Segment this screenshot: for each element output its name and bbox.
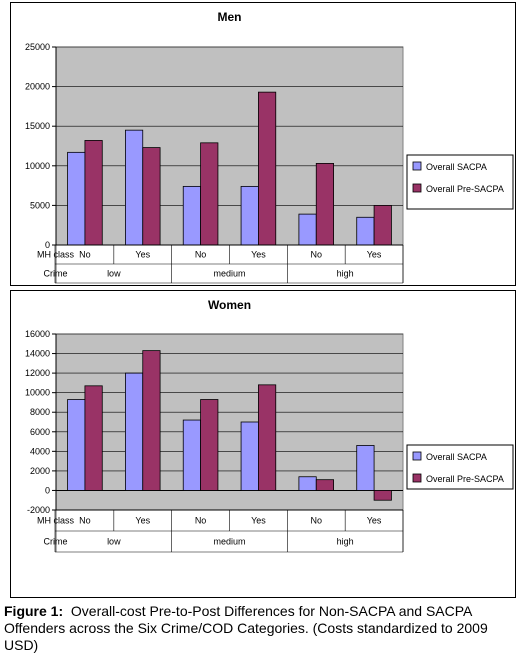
y-tick-label: 15000 [25, 121, 50, 131]
figure-caption: Figure 1: Overall-cost Pre-to-Post Diffe… [4, 603, 522, 654]
legend-swatch [412, 473, 422, 483]
bar [67, 399, 86, 491]
bar [200, 142, 219, 246]
x-tick-label: No [195, 250, 207, 260]
men-chart-panel: Men 0 5000 10000 15000 20000 25000 MH class Crim… [10, 2, 516, 286]
x-tick-label: No [79, 516, 91, 526]
group-label: high [337, 537, 354, 547]
women-chart-panel: Women -2000 0 2000 4000 6000 8000 10000 12000 140… [10, 290, 516, 598]
caption-label: Figure 1: [4, 603, 64, 619]
legend-box [406, 154, 514, 210]
y-tick-label: 25000 [25, 42, 50, 52]
category-row-label: MH class [37, 516, 75, 526]
y-tick-label: 16000 [25, 329, 50, 339]
bar [142, 147, 161, 246]
y-tick-label: 10000 [25, 161, 50, 171]
bar [182, 419, 201, 491]
y-tick-label: 4000 [30, 446, 50, 456]
x-tick-label: Yes [251, 250, 266, 260]
x-tick-label: No [310, 516, 322, 526]
chart-title: Women [208, 298, 251, 312]
bar [200, 399, 219, 491]
x-tick-label: No [79, 250, 91, 260]
group-label: medium [213, 269, 245, 279]
y-tick-label: 20000 [25, 82, 50, 92]
bar [298, 476, 317, 491]
x-tick-label: Yes [135, 516, 150, 526]
y-tick-label: 5000 [30, 200, 50, 210]
caption-line-2: Offenders across the Six Crime/COD Categ… [4, 620, 488, 636]
y-tick-label: 8000 [30, 407, 50, 417]
y-tick-label: 2000 [30, 466, 50, 476]
y-tick-label: 0 [45, 485, 50, 495]
y-tick-label: 10000 [25, 388, 50, 398]
legend-label: Overall SACPA [426, 162, 487, 172]
legend-label: Overall Pre-SACPA [426, 184, 504, 194]
y-tick-label: 14000 [25, 349, 50, 359]
legend-box [406, 444, 514, 490]
group-label: high [337, 269, 354, 279]
x-tick-label: No [310, 250, 322, 260]
x-tick-label: No [195, 516, 207, 526]
bar [240, 185, 259, 246]
women-chart: Women -2000 0 2000 4000 6000 8000 10000 12000 140… [25, 298, 514, 553]
men-chart: Men 0 5000 10000 15000 20000 25000 MH class Crim… [25, 10, 514, 284]
group-label: low [107, 537, 121, 547]
y-tick-label: 12000 [25, 368, 50, 378]
plot-area [55, 46, 404, 246]
category-row-label: MH class [37, 250, 75, 260]
group-row-label: Crime [44, 537, 68, 547]
bar [315, 163, 335, 246]
group-row-label: Crime [44, 269, 68, 279]
bar [315, 479, 335, 491]
caption-line-3: USD) [4, 637, 39, 653]
legend-label: Overall Pre-SACPA [426, 474, 504, 484]
legend-swatch [412, 161, 422, 171]
bar [356, 216, 375, 246]
legend-swatch [412, 451, 422, 461]
bar [258, 91, 277, 246]
bar [84, 385, 103, 491]
group-label: low [107, 269, 121, 279]
bar [125, 372, 144, 491]
bar [240, 421, 259, 491]
x-tick-label: Yes [251, 516, 266, 526]
legend-label: Overall SACPA [426, 452, 487, 462]
legend-swatch [412, 183, 422, 193]
y-tick-label: 0 [45, 240, 50, 250]
bar [142, 350, 161, 491]
plot-area [55, 333, 404, 511]
bar [84, 140, 103, 246]
bar [67, 151, 86, 246]
bar [373, 204, 392, 246]
bar [125, 129, 144, 246]
bar [373, 490, 392, 501]
y-tick-label: -2000 [27, 505, 50, 515]
bar [182, 185, 201, 246]
bar [356, 445, 375, 491]
caption-line-1: Overall-cost Pre-to-Post Differences for… [70, 603, 473, 619]
x-tick-label: Yes [135, 250, 150, 260]
y-tick-label: 6000 [30, 427, 50, 437]
bar [298, 213, 317, 246]
group-label: medium [213, 537, 245, 547]
x-tick-label: Yes [367, 250, 382, 260]
chart-title: Men [218, 10, 242, 24]
x-tick-label: Yes [367, 516, 382, 526]
bar [258, 384, 277, 491]
